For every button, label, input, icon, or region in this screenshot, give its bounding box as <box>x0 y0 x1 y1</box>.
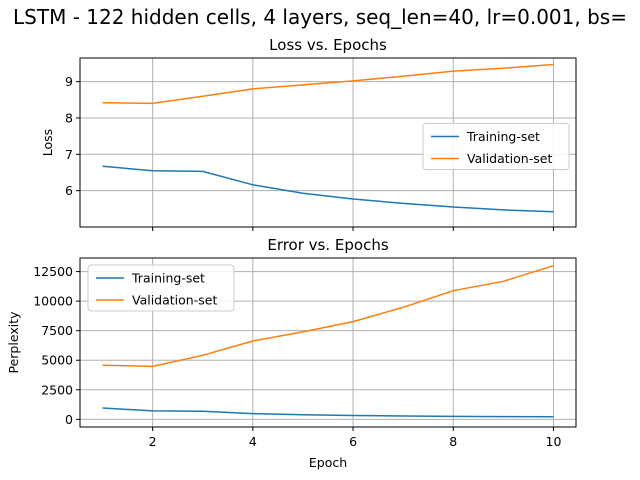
error-y-tick-label: 5000 <box>41 353 73 368</box>
error-x-axis-label: Epoch <box>309 455 347 470</box>
error-chart: 2 4 6 8 10 0 2500 5000 7500 10000 12500 Error vs. E… <box>6 236 577 470</box>
error-x-tick-label: 2 <box>149 434 157 449</box>
loss-y-tick-label: 6 <box>65 183 73 198</box>
error-legend-box <box>87 264 235 312</box>
loss-legend-label-0: Training-set <box>466 129 540 144</box>
loss-y-tick-label: 9 <box>65 74 73 89</box>
error-plot-frame <box>79 257 577 428</box>
error-series-line-1 <box>102 264 554 368</box>
loss-y-tick-label: 8 <box>65 110 73 125</box>
error-y-tick-label: 7500 <box>41 323 73 338</box>
error-x-tick-label: 6 <box>349 434 357 449</box>
error-legend-label-1: Validation-set <box>132 293 217 308</box>
error-y-tick-label: 2500 <box>41 382 73 397</box>
loss-legend-box <box>422 123 570 170</box>
error-x-tick-label: 4 <box>249 434 257 449</box>
loss-y-tick-label: 7 <box>65 147 73 162</box>
loss-series-line-0 <box>102 165 554 213</box>
error-y-tick-label: 12500 <box>33 264 73 279</box>
loss-plot-frame <box>79 57 577 228</box>
error-y-tick-label: 0 <box>65 412 73 427</box>
loss-chart: 6 7 8 9 Loss vs. Epochs Loss Training-set Valid… <box>40 36 577 231</box>
error-legend: Training-set Validation-set <box>87 264 235 312</box>
error-x-tick-label: 10 <box>546 434 562 449</box>
loss-legend: Training-set Validation-set <box>422 123 570 170</box>
loss-series-line-1 <box>102 63 554 105</box>
error-chart-title: Error vs. Epochs <box>267 236 388 254</box>
error-series-line-0 <box>102 407 554 418</box>
figure-title: LSTM - 122 hidden cells, 4 layers, seq_l… <box>13 5 627 29</box>
loss-legend-label-1: Validation-set <box>467 151 552 166</box>
error-y-axis-label: Perplexity <box>6 311 21 374</box>
error-x-tick-label: 8 <box>449 434 457 449</box>
loss-chart-title: Loss vs. Epochs <box>269 36 387 54</box>
loss-y-axis-label: Loss <box>40 129 55 156</box>
error-legend-label-0: Training-set <box>131 271 205 286</box>
error-y-tick-label: 10000 <box>33 294 73 309</box>
